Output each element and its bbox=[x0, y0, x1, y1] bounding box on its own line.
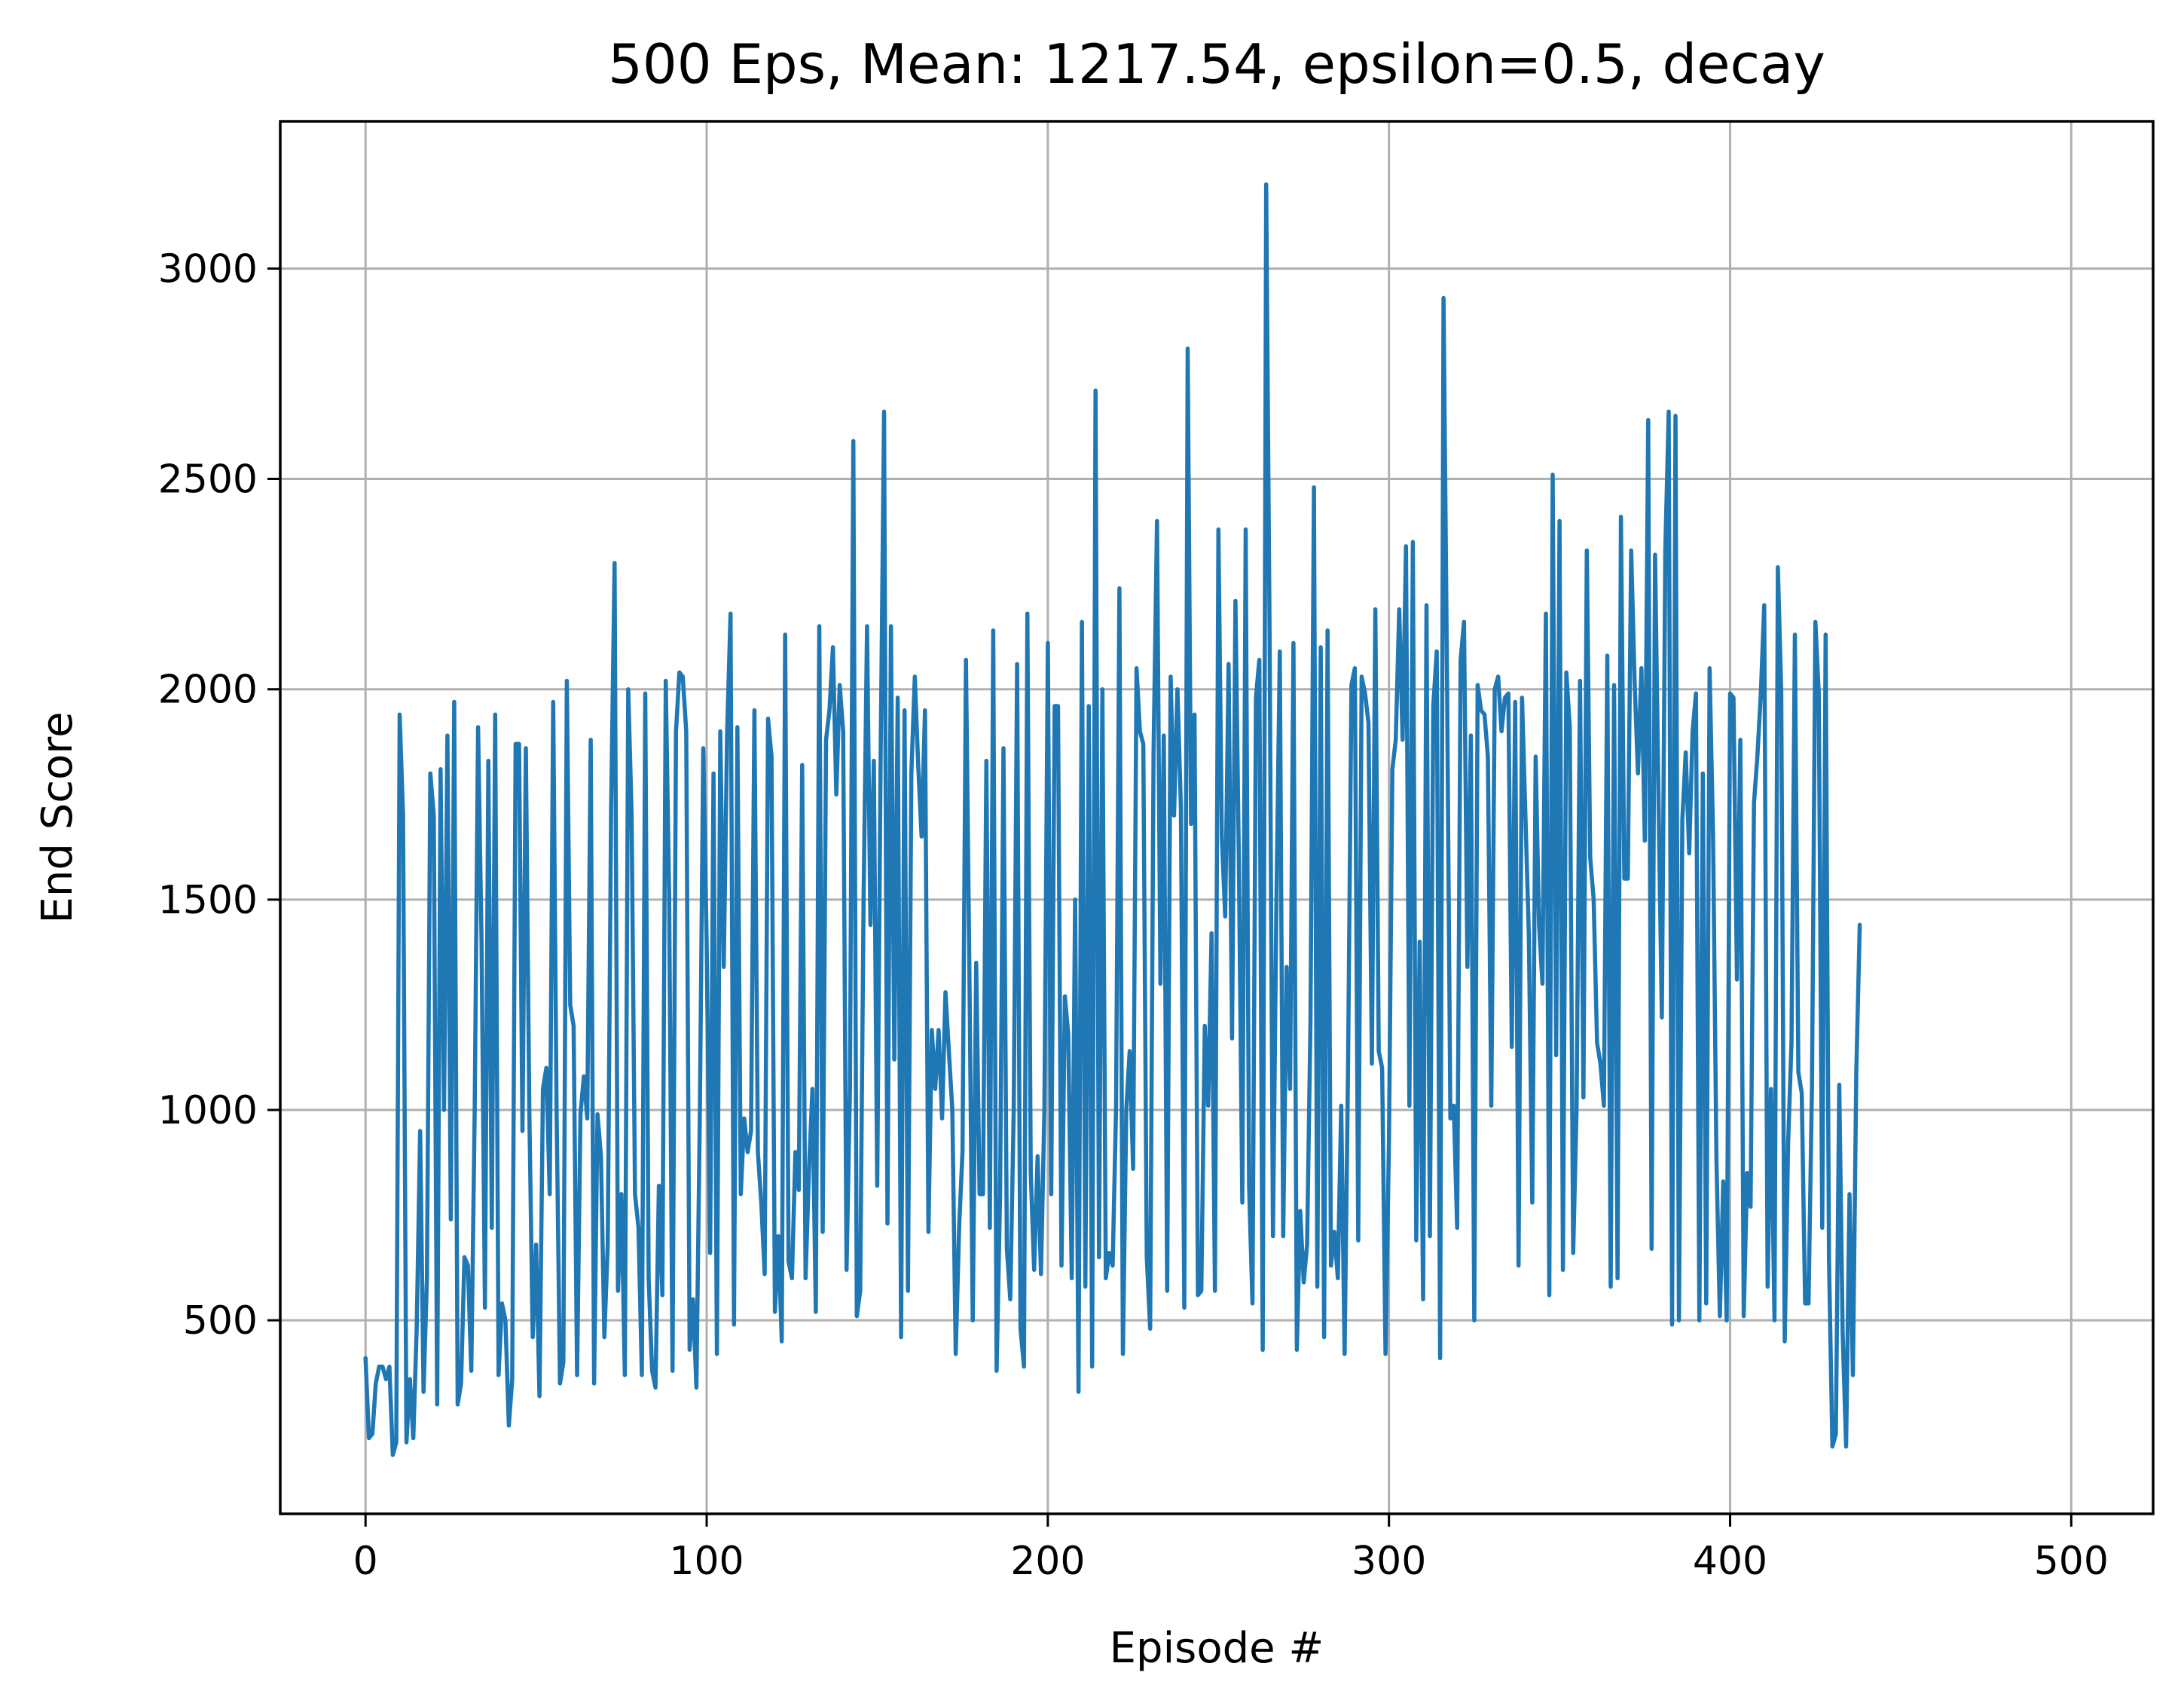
x-tick-label: 300 bbox=[1352, 1539, 1426, 1584]
y-tick-label: 2000 bbox=[158, 668, 258, 713]
chart-title: 500 Eps, Mean: 1217.54, epsilon=0.5, dec… bbox=[608, 32, 1825, 96]
x-tick-label: 0 bbox=[353, 1539, 378, 1584]
x-tick-label: 400 bbox=[1693, 1539, 1767, 1584]
score-series-line bbox=[363, 182, 1862, 1457]
y-tick-label: 1000 bbox=[158, 1088, 258, 1133]
x-axis-label: Episode # bbox=[1110, 1624, 1324, 1673]
y-axis-label: End Score bbox=[33, 711, 82, 923]
y-tick-label: 2500 bbox=[158, 457, 258, 503]
y-tick-label: 3000 bbox=[158, 246, 258, 292]
x-tick-label: 500 bbox=[2034, 1539, 2109, 1584]
x-tick-label: 100 bbox=[669, 1539, 744, 1584]
plot-frame bbox=[279, 120, 2155, 1515]
y-tick-label: 1500 bbox=[158, 878, 258, 923]
y-axis-ticks: 500 1000 1500 2000 2500 3000 bbox=[158, 246, 280, 1344]
y-tick-label: 500 bbox=[183, 1298, 258, 1344]
x-axis-ticks: 0 100 200 300 400 500 bbox=[353, 1514, 2109, 1584]
x-tick-label: 200 bbox=[1010, 1539, 1085, 1584]
